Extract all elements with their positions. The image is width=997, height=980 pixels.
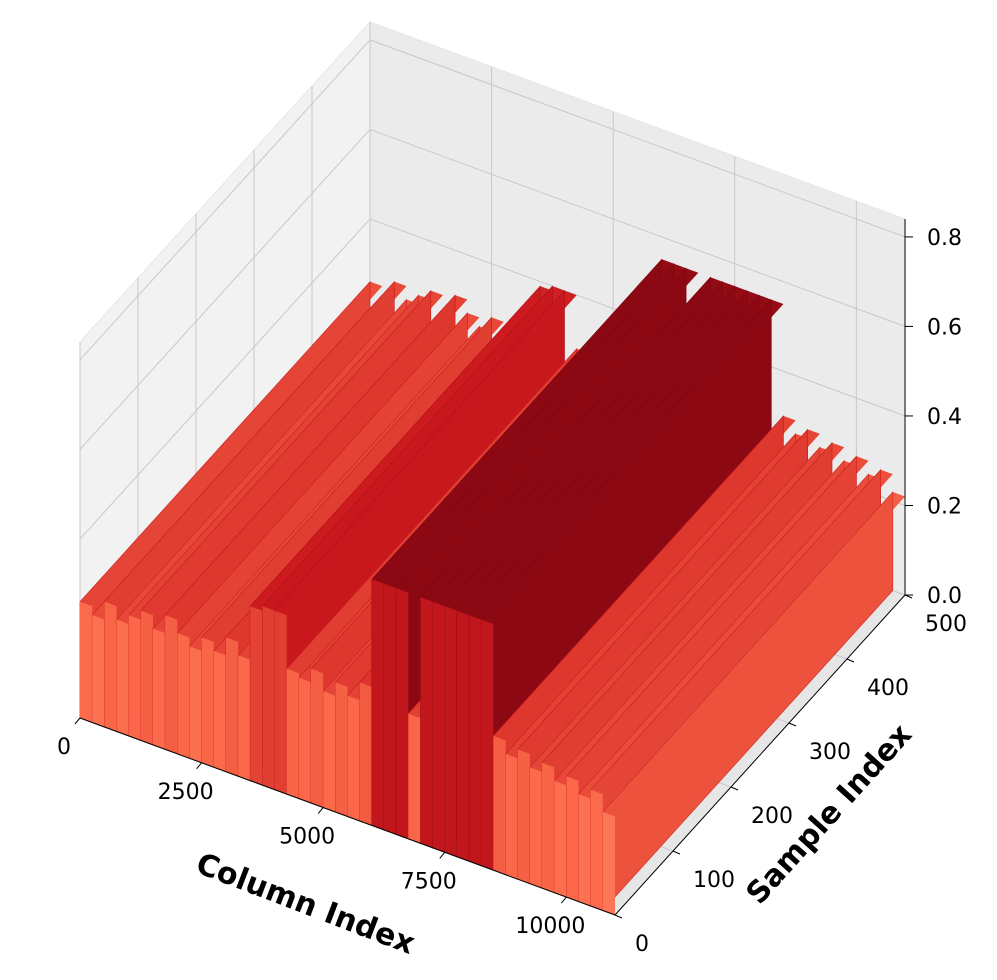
surface-front	[213, 650, 226, 772]
y-tick	[672, 850, 681, 855]
grid-line	[79, 129, 371, 450]
surface-front	[566, 776, 579, 902]
surface-front	[444, 606, 457, 857]
surface-front	[238, 655, 251, 781]
surface-front	[602, 812, 615, 915]
surface-front	[140, 610, 153, 745]
z-tick-label: 0.2	[927, 494, 962, 519]
surface-front	[347, 695, 360, 821]
x-tick-label: 2500	[158, 780, 214, 805]
surface-front	[420, 597, 433, 848]
z-tick-label: 0.4	[927, 405, 962, 430]
x-tick	[439, 851, 446, 859]
labels: 0 2500 5000 7500 10000 0 100 200 300 400 500 0.0 0.2…	[57, 219, 967, 957]
grid-line	[79, 39, 371, 361]
axis-line	[79, 717, 616, 916]
surface-front	[432, 601, 445, 853]
surface-front	[542, 762, 555, 893]
grid-line	[369, 39, 906, 238]
x-tick-label: 7500	[401, 869, 457, 894]
surface-front	[153, 628, 166, 750]
surface-front	[335, 682, 348, 817]
surface-front	[554, 780, 567, 898]
surface-front	[225, 637, 239, 777]
y-tick-label: 200	[751, 804, 793, 829]
surface-front	[104, 601, 117, 732]
x-tick-label: 10000	[515, 914, 585, 939]
surface-front	[505, 753, 518, 880]
surface-front	[396, 588, 409, 839]
x-tick	[317, 807, 324, 814]
surface-front	[177, 633, 190, 759]
surface-front	[456, 610, 470, 862]
x-tick-label: 0	[57, 735, 71, 760]
y-tick	[614, 914, 623, 919]
surface-front	[128, 615, 141, 741]
surface-front	[578, 794, 591, 906]
y-tick	[730, 786, 739, 791]
y-tick	[788, 722, 797, 727]
y-tick	[846, 658, 855, 663]
grid-line	[369, 128, 906, 327]
surface-front	[311, 668, 324, 808]
grid-line	[79, 218, 371, 540]
surface-front	[408, 713, 421, 844]
x-tick	[74, 717, 81, 725]
z-tick-label: 0.0	[927, 584, 962, 609]
y-tick-label: 400	[867, 676, 909, 701]
surface	[79, 258, 905, 915]
surface-front	[359, 682, 372, 826]
surface-front	[481, 619, 494, 871]
surface-front	[80, 601, 93, 723]
surface-front	[298, 677, 311, 804]
surface-front	[323, 691, 336, 812]
y-tick-label: 0	[635, 932, 649, 957]
surface-front	[286, 668, 299, 799]
surface-front	[165, 615, 178, 754]
surface-front	[529, 767, 542, 889]
surface-front	[189, 646, 202, 763]
surface-front	[493, 735, 506, 875]
surface-front	[384, 583, 397, 835]
z-tick-label: 0.8	[927, 226, 962, 251]
axis-line	[614, 594, 906, 916]
y-tick-label: 500	[925, 612, 967, 637]
surface-front	[517, 749, 530, 884]
surface-front	[274, 610, 287, 795]
x-axis-label: Column Index	[191, 846, 419, 961]
surface-front	[371, 579, 384, 830]
surface-front	[250, 606, 263, 786]
y-tick-label: 300	[809, 740, 851, 765]
surface-front	[116, 619, 129, 736]
surface-front	[201, 637, 214, 768]
y-tick-label: 100	[693, 868, 735, 893]
surface-front	[92, 615, 105, 727]
x-tick	[560, 896, 567, 904]
surface-front	[469, 615, 482, 866]
surface-front	[590, 789, 603, 911]
x-tick	[196, 762, 202, 770]
x-tick-label: 5000	[279, 825, 335, 850]
surface-front	[262, 606, 275, 790]
z-tick-label: 0.6	[927, 315, 962, 340]
